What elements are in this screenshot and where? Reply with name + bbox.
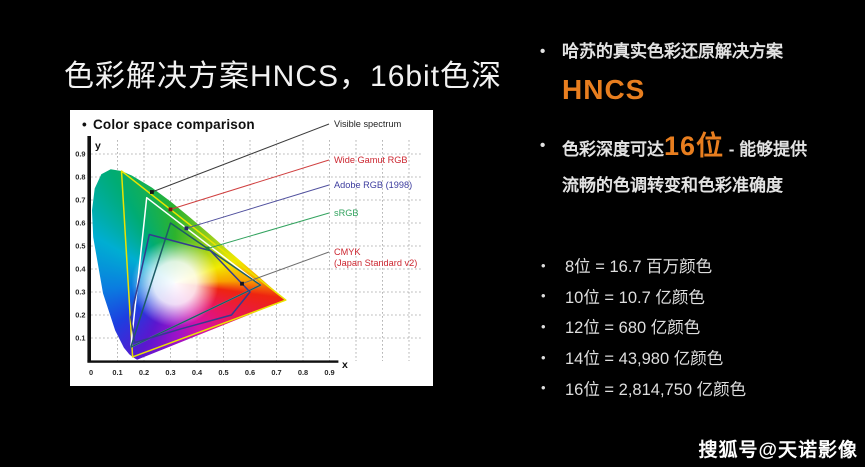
svg-text:0.6: 0.6: [245, 368, 255, 377]
bullet2-line2: 流畅的色调转变和色彩准确度: [562, 176, 783, 195]
bullet-glyph: •: [541, 288, 546, 304]
svg-text:0.1: 0.1: [112, 368, 122, 377]
chart-title-text: Color space comparison: [92, 117, 255, 132]
svg-text:sRGB: sRGB: [334, 208, 359, 218]
svg-text:0.4: 0.4: [192, 368, 203, 377]
bit-depth-item: • 16位 = 2,814,750 亿颜色: [541, 372, 746, 403]
svg-text:Visible spectrum: Visible spectrum: [334, 119, 402, 129]
bit-depth-item: • 12位 = 680 亿颜色: [541, 311, 746, 342]
svg-text:Adobe RGB (1998): Adobe RGB (1998): [334, 180, 412, 190]
leader-lines: [151, 123, 330, 285]
svg-text:0.7: 0.7: [271, 368, 281, 377]
bit-depth-text: 14位 = 43,980 亿颜色: [565, 350, 724, 369]
bit-depth-item: • 8位 = 16.7 百万颜色: [541, 250, 746, 281]
bullet-glyph: •: [540, 137, 546, 154]
svg-text:0.6: 0.6: [75, 219, 85, 228]
svg-text:0.3: 0.3: [75, 288, 85, 297]
bullet2-body: 色彩深度可达16位 - 能够提供 流畅的色调转变和色彩准确度: [562, 128, 807, 198]
svg-text:0.9: 0.9: [324, 368, 334, 377]
svg-text:0.4: 0.4: [75, 265, 86, 274]
bullet-glyph: •: [540, 43, 546, 60]
hncs-highlight: HNCS: [562, 74, 646, 105]
svg-text:0.1: 0.1: [75, 334, 85, 343]
chart-canvas: yx0.10.20.30.40.50.60.70.80.90 0.1 0.2 0.3 0…: [75, 119, 417, 377]
svg-text:0.2: 0.2: [139, 368, 149, 377]
bullet2-suffix: - 能够提供: [724, 140, 808, 159]
bit-depth-text: 8位 = 16.7 百万颜色: [565, 258, 713, 277]
bullet2-prefix: 色彩深度可达: [562, 140, 664, 159]
svg-text:y: y: [95, 140, 101, 152]
svg-text:0.5: 0.5: [75, 242, 85, 251]
color-space-chart-panel: • Color space comparison y x 0.1 0.2 0.3 0.4 0.…: [70, 110, 433, 386]
svg-text:CMYK: CMYK: [334, 247, 361, 257]
chart-title: • Color space comparison: [82, 117, 255, 132]
bit-depth-text: 16位 = 2,814,750 亿颜色: [565, 380, 747, 399]
svg-text:0.8: 0.8: [75, 173, 85, 182]
bit-depth-list: • 8位 = 16.7 百万颜色 • 10位 = 10.7 亿颜色 • 12位 = 680…: [541, 250, 746, 403]
tick-labels: 0.1 0.2 0.3 0.4 0.5 0.6 0.7 0.8 0.9 0 0.1 0.2 0.3 0.4…: [75, 150, 334, 377]
svg-text:0.3: 0.3: [165, 368, 175, 377]
bullet-glyph: •: [541, 257, 546, 273]
bullet-point-hncs: • 哈苏的真实色彩还原解决方案: [540, 41, 783, 63]
bit-depth-item: • 10位 = 10.7 亿颜色: [541, 281, 746, 312]
bullet-point-colordepth: • 色彩深度可达16位 - 能够提供 流畅的色调转变和色彩准确度: [540, 128, 807, 198]
svg-text:Wide Gamut RGB: Wide Gamut RGB: [334, 155, 408, 165]
svg-text:0.5: 0.5: [218, 368, 228, 377]
chart-labels: Visible spectrum Wide Gamut RGB Adobe RGB …: [334, 119, 417, 268]
bit-depth-text: 12位 = 680 亿颜色: [565, 319, 701, 338]
bullet-glyph: •: [541, 318, 546, 334]
svg-text:0.8: 0.8: [298, 368, 308, 377]
svg-text:(Japan Standard v2): (Japan Standard v2): [334, 258, 417, 268]
svg-text:0.9: 0.9: [75, 150, 85, 159]
bullet2-highlight: 16位: [664, 131, 725, 161]
bit-depth-text: 10位 = 10.7 亿颜色: [565, 288, 705, 307]
svg-text:x: x: [342, 359, 348, 371]
svg-text:0: 0: [89, 368, 93, 377]
bullet2-line1: 色彩深度可达16位 - 能够提供: [562, 128, 807, 168]
axes: yx: [87, 136, 348, 371]
bullet-glyph: •: [541, 349, 546, 365]
bullet1-text: 哈苏的真实色彩还原解决方案: [562, 42, 783, 61]
watermark: 搜狐号@天诺影像: [698, 440, 858, 461]
bullet-glyph: •: [82, 117, 87, 132]
bullet-glyph: •: [541, 380, 546, 396]
page-title: 色彩解决方案HNCS，16bit色深: [64, 60, 503, 94]
svg-text:0.2: 0.2: [75, 311, 85, 320]
svg-text:0.7: 0.7: [75, 196, 85, 205]
bit-depth-item: • 14位 = 43,980 亿颜色: [541, 342, 746, 373]
